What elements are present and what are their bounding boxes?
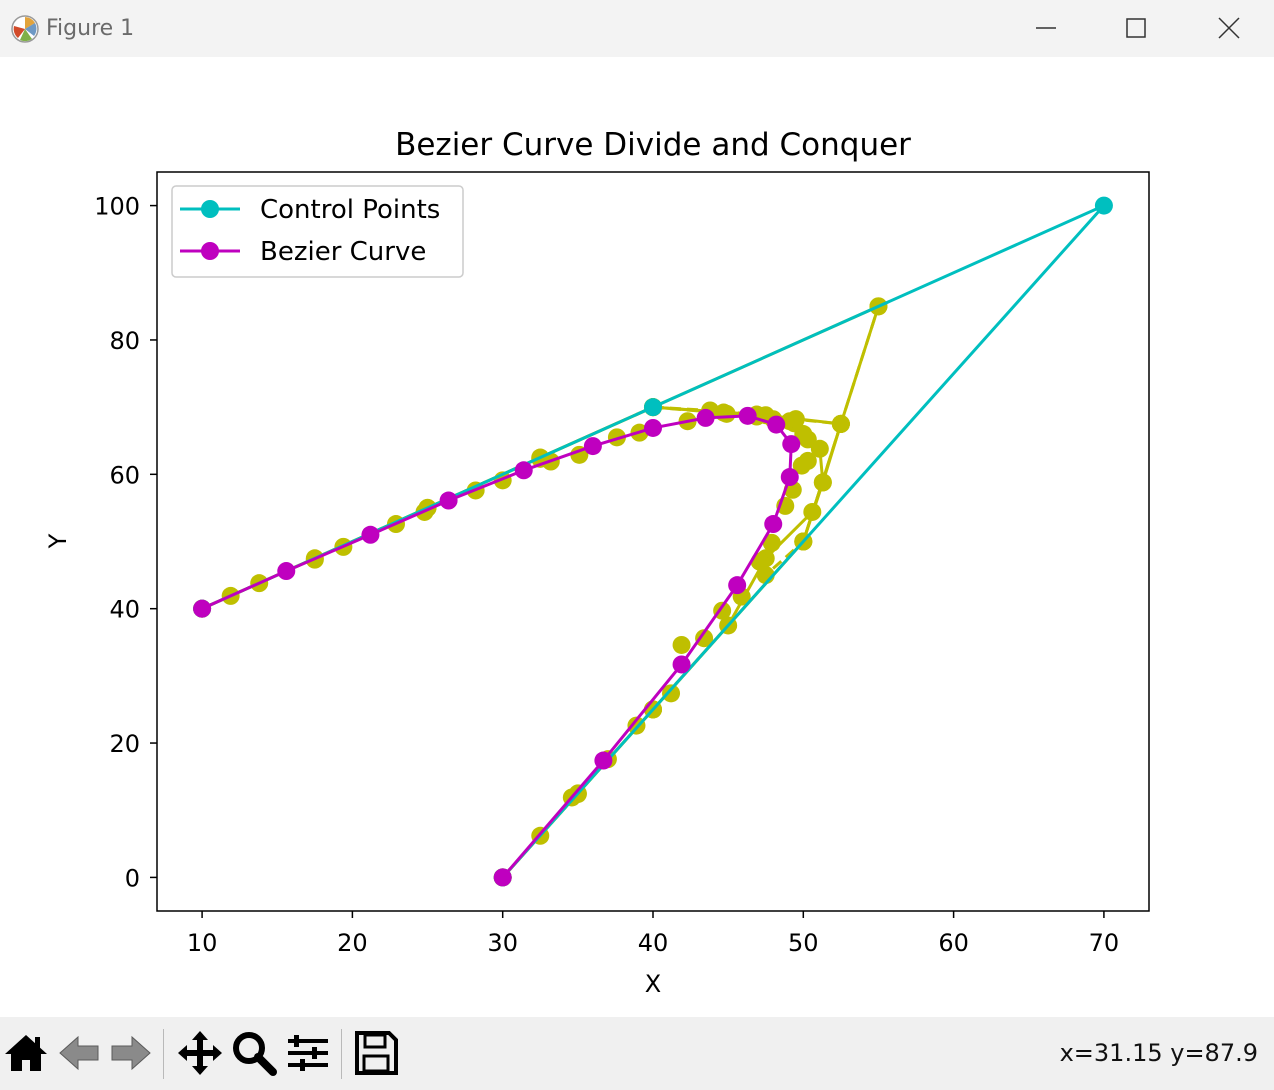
plot-area-frame bbox=[156, 171, 1150, 912]
x-axis-label: X bbox=[645, 970, 661, 998]
bezier-curve-marker bbox=[738, 406, 757, 425]
x-axis-ticks: 10 20 30 40 50 60 70 bbox=[187, 911, 1119, 957]
intermediate-point bbox=[803, 502, 822, 521]
window-titlebar: Figure 1 bbox=[0, 0, 1274, 57]
matplotlib-logo-icon bbox=[11, 15, 39, 43]
intermediate-point bbox=[662, 684, 681, 703]
chart-title: Bezier Curve Divide and Conquer bbox=[395, 127, 911, 163]
zoom-icon bbox=[233, 1032, 277, 1076]
series-layer bbox=[193, 196, 1113, 887]
control-points-line bbox=[201, 204, 1106, 879]
save-button[interactable] bbox=[350, 1025, 402, 1081]
bezier-curve-marker bbox=[780, 468, 799, 487]
y-tick-label: 80 bbox=[109, 327, 140, 355]
bezier-curve-marker bbox=[782, 435, 801, 454]
x-tick-label: 10 bbox=[187, 929, 218, 957]
close-button[interactable] bbox=[1206, 8, 1252, 48]
bezier-curve-marker bbox=[728, 576, 747, 595]
intermediate-line bbox=[201, 303, 881, 879]
pan-icon bbox=[178, 1031, 222, 1075]
bezier-curve-marker bbox=[361, 525, 380, 544]
bezier-curve-marker bbox=[277, 562, 296, 581]
y-tick-label: 20 bbox=[109, 730, 140, 758]
y-tick-label: 100 bbox=[94, 193, 140, 221]
minimize-icon bbox=[1036, 27, 1056, 29]
bezier-curve-marker bbox=[764, 515, 783, 534]
x-tick-label: 30 bbox=[487, 929, 518, 957]
x-tick-label: 50 bbox=[788, 929, 819, 957]
intermediate-point bbox=[672, 635, 691, 654]
navigation-toolbar: x=31.15 y=87.9 bbox=[0, 1017, 1274, 1090]
x-tick-label: 40 bbox=[638, 929, 669, 957]
forward-icon bbox=[111, 1035, 151, 1071]
window-title: Figure 1 bbox=[46, 16, 135, 41]
x-tick-label: 60 bbox=[938, 929, 969, 957]
legend-control-marker bbox=[201, 200, 219, 218]
intermediate-point bbox=[798, 430, 817, 449]
x-tick-label: 70 bbox=[1089, 929, 1120, 957]
back-icon bbox=[59, 1035, 99, 1071]
legend-box bbox=[171, 185, 464, 278]
bezier-curve-marker bbox=[644, 418, 662, 437]
legend-bezier-label: Bezier Curve bbox=[260, 237, 426, 267]
bezier-curve-marker bbox=[514, 461, 533, 480]
toolbar-separator bbox=[163, 1029, 164, 1079]
legend-bezier-marker bbox=[201, 242, 219, 260]
cursor-coordinates: x=31.15 y=87.9 bbox=[1059, 1039, 1258, 1067]
forward-button[interactable] bbox=[104, 1025, 156, 1081]
y-axis-ticks: 0 20 40 60 80 100 bbox=[94, 193, 157, 892]
pan-button[interactable] bbox=[174, 1025, 226, 1081]
bezier-curve-marker bbox=[594, 751, 613, 770]
intermediate-point bbox=[831, 414, 850, 433]
minimize-button[interactable] bbox=[1023, 8, 1069, 48]
intermediate-point bbox=[813, 473, 832, 492]
home-button[interactable] bbox=[0, 1025, 52, 1081]
close-icon bbox=[1218, 17, 1240, 39]
bezier-curve-marker bbox=[696, 408, 715, 427]
control-points-marker bbox=[644, 398, 662, 417]
intermediate-point bbox=[786, 410, 805, 429]
configure-subplots-icon bbox=[288, 1035, 328, 1071]
bezier-chart: 10 20 30 40 50 60 70 0 20 40 60 80 100 Bezier Curve… bbox=[44, 127, 1150, 998]
y-tick-label: 0 bbox=[125, 864, 140, 892]
y-axis-label: Y bbox=[44, 533, 72, 549]
bezier-curve-marker bbox=[439, 491, 458, 510]
bezier-curve-marker bbox=[583, 437, 602, 456]
x-tick-label: 20 bbox=[337, 929, 368, 957]
maximize-button[interactable] bbox=[1113, 8, 1159, 48]
save-icon bbox=[355, 1031, 398, 1075]
y-tick-label: 60 bbox=[109, 461, 140, 489]
legend: Control Points Bezier Curve bbox=[171, 185, 464, 278]
toolbar-separator bbox=[341, 1029, 342, 1079]
intermediate-point bbox=[695, 629, 714, 648]
control-points-marker bbox=[1094, 196, 1113, 215]
configure-subplots-button[interactable] bbox=[282, 1025, 334, 1081]
intermediate-points-layer bbox=[193, 297, 888, 887]
bezier-curve-marker bbox=[672, 655, 691, 674]
maximize-icon bbox=[1126, 18, 1146, 38]
intermediate-point bbox=[762, 533, 781, 552]
intermediate-line bbox=[201, 405, 825, 879]
y-tick-label: 40 bbox=[109, 596, 140, 624]
bezier-curve-marker bbox=[193, 599, 212, 618]
legend-control-label: Control Points bbox=[260, 195, 440, 225]
home-icon bbox=[5, 1035, 47, 1071]
intermediate-point bbox=[717, 404, 736, 423]
bezier-curve-marker bbox=[493, 868, 512, 887]
zoom-button[interactable] bbox=[228, 1025, 280, 1081]
intermediate-point bbox=[792, 456, 811, 475]
bezier-curve-marker bbox=[767, 415, 786, 434]
figure-canvas[interactable]: 10 20 30 40 50 60 70 0 20 40 60 80 100 Bezier Curve… bbox=[0, 57, 1274, 1017]
back-button[interactable] bbox=[54, 1025, 106, 1081]
